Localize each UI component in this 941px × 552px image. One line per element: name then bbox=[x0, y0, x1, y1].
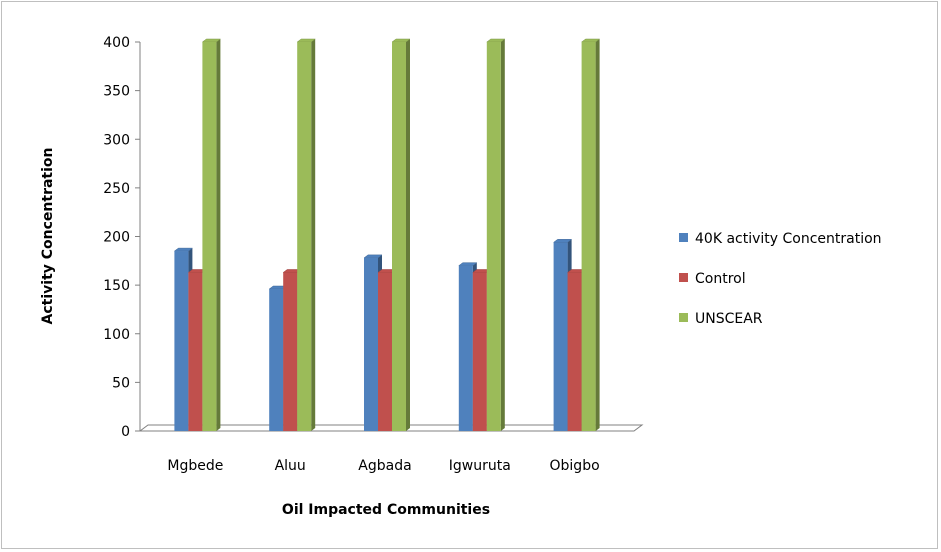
bar-front bbox=[297, 42, 312, 431]
bar-front bbox=[174, 251, 189, 431]
bar-front bbox=[486, 42, 501, 431]
bar-front bbox=[553, 242, 568, 431]
legend-label: UNSCEAR bbox=[695, 311, 763, 327]
y-tick-labels: 0 50 100 150 200 250 300 350 400 bbox=[103, 35, 130, 440]
bar-aluu-2 bbox=[296, 38, 316, 431]
y-tick-label: 200 bbox=[103, 230, 130, 246]
bar-side bbox=[311, 39, 316, 431]
y-tick-label: 0 bbox=[121, 424, 130, 440]
bar-front bbox=[581, 42, 596, 431]
legend-swatch bbox=[679, 313, 688, 322]
bar-side bbox=[500, 39, 505, 431]
x-category-label: Aluu bbox=[275, 458, 306, 474]
y-tick-label: 100 bbox=[103, 327, 130, 343]
bar-mgbede-2 bbox=[201, 38, 222, 431]
y-axis-title: Activity Concentration bbox=[40, 148, 56, 325]
y-tick-label: 300 bbox=[103, 132, 130, 148]
bar-front bbox=[567, 272, 582, 431]
bar-front bbox=[472, 272, 487, 431]
y-tick-label: 350 bbox=[103, 84, 130, 100]
x-category-label: Mgbede bbox=[167, 458, 223, 474]
x-category-labels: Mgbede Aluu Agbada Igwuruta Obigbo bbox=[167, 458, 599, 474]
y-tick-label: 50 bbox=[112, 375, 130, 391]
bar-side bbox=[216, 39, 221, 431]
bar-front bbox=[283, 272, 298, 431]
y-axis bbox=[135, 41, 141, 432]
bar-obigbo-2 bbox=[580, 38, 601, 431]
y-tick-label: 150 bbox=[103, 278, 130, 294]
legend-swatch bbox=[679, 233, 688, 242]
x-category-label: Obigbo bbox=[550, 458, 600, 474]
x-category-label: Agbada bbox=[358, 458, 411, 474]
legend-label: 40K activity Concentration bbox=[695, 231, 882, 247]
y-tick-label: 250 bbox=[103, 181, 130, 197]
x-category-label: Igwuruta bbox=[449, 458, 511, 474]
bar-front bbox=[392, 42, 406, 431]
x-axis-title: Oil Impacted Communities bbox=[282, 502, 490, 518]
legend-swatch bbox=[679, 273, 688, 282]
bars-layer bbox=[173, 38, 601, 431]
bar-agbada-2 bbox=[391, 38, 411, 431]
bar-front bbox=[364, 257, 378, 431]
bar-front bbox=[188, 272, 203, 431]
legend: 40K activity Concentration Control UNSCEAR bbox=[679, 231, 882, 327]
bar-front bbox=[202, 42, 217, 431]
bar-front bbox=[378, 272, 392, 431]
bar-side bbox=[595, 39, 600, 431]
bar-igwuruta-2 bbox=[486, 38, 506, 431]
bar-front bbox=[269, 289, 284, 431]
y-tick-label: 400 bbox=[103, 35, 130, 51]
bar-side bbox=[406, 39, 410, 431]
bar-front bbox=[458, 265, 473, 431]
legend-label: Control bbox=[695, 271, 746, 287]
